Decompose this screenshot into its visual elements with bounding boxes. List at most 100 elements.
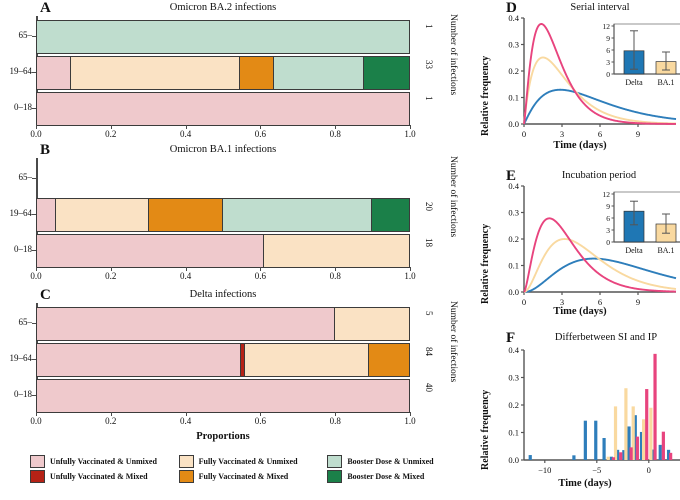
panel-d: D Serial interval Relative frequency 0.0… [480, 0, 680, 160]
panel-b-right-axis-label: Number of infections [448, 156, 458, 238]
y-tick-mark [32, 178, 36, 179]
legend-swatch-icon [178, 455, 194, 468]
infection-count: 84 [424, 347, 434, 356]
x-tick-label: 0.2 [105, 129, 117, 139]
legend-label: Unfully Vaccinated & Unmixed [50, 457, 157, 466]
x-tick-mark [410, 125, 411, 129]
bar-segment[interactable] [37, 380, 409, 412]
svg-text:0.3: 0.3 [508, 40, 519, 50]
svg-text:Delta: Delta [625, 78, 643, 87]
legend-item-fully-unmixed: Fully Vaccinated & Unmixed [178, 455, 322, 468]
x-tick-mark [260, 125, 262, 129]
y-tick-mark [32, 36, 36, 37]
infection-count: 20 [424, 202, 434, 211]
infection-count: 40 [424, 383, 434, 392]
x-tick-mark [335, 412, 337, 416]
svg-text:−10: −10 [538, 465, 551, 475]
legend: Unfully Vaccinated & Unmixed Unfully Vac… [30, 455, 470, 483]
bar-segment[interactable] [240, 344, 246, 376]
bar-segment[interactable] [363, 57, 409, 89]
bar-segment[interactable] [334, 308, 409, 340]
svg-text:BA.1: BA.1 [657, 78, 674, 87]
legend-column-3: Booster Dose & Unmixed Booster Dose & Mi… [327, 455, 470, 483]
bar-segment[interactable] [264, 235, 409, 267]
svg-text:0.0: 0.0 [508, 455, 519, 465]
bar-segment[interactable] [239, 57, 274, 89]
bar-segment[interactable] [369, 344, 409, 376]
x-tick-label: 0.8 [329, 416, 341, 426]
legend-item-booster-mixed: Booster Dose & Mixed [327, 470, 470, 483]
svg-text:6: 6 [598, 297, 602, 306]
x-tick-mark [36, 125, 37, 129]
svg-text:0.2: 0.2 [508, 234, 519, 244]
stacked-bar-row[interactable] [36, 234, 410, 268]
proportions-axis-title: Proportions [196, 431, 250, 442]
panel-f-letter: F [506, 330, 516, 346]
svg-text:9: 9 [636, 297, 640, 306]
svg-text:6: 6 [606, 46, 610, 55]
legend-item-unfully-mixed: Unfully Vaccinated & Mixed [30, 470, 173, 483]
svg-text:3: 3 [606, 226, 610, 235]
legend-swatch-icon [327, 455, 343, 468]
y-tick-label: 0–18 [14, 389, 32, 399]
panel-a-right-axis-label: Number of infections [448, 14, 458, 96]
svg-text:12: 12 [603, 22, 611, 31]
x-tick-mark [335, 125, 337, 129]
panel-a-letter: A [40, 0, 51, 16]
legend-swatch-icon [327, 470, 343, 483]
panel-b: B Omicron BA.1 infections 65– 19–64 20 0–18… [0, 140, 480, 281]
bar-segment[interactable] [222, 199, 372, 231]
stacked-bar-row[interactable] [36, 56, 410, 90]
svg-text:0.1: 0.1 [508, 93, 519, 103]
stacked-bar-row[interactable] [36, 307, 410, 341]
stacked-bar-row[interactable] [36, 379, 410, 413]
x-tick-label: 0.6 [254, 416, 267, 426]
legend-label: Booster Dose & Unmixed [347, 457, 434, 466]
inset-bar-chart: 0 3 6 9 12 Delta BA.1 [603, 190, 680, 255]
bar-segment[interactable] [371, 199, 409, 231]
stacked-bar-row[interactable] [36, 92, 410, 126]
infection-count: 5 [424, 311, 434, 316]
bar-segment[interactable] [37, 308, 335, 340]
infection-count: 33 [424, 60, 434, 69]
bar-segment[interactable] [37, 199, 56, 231]
stacked-bar-row[interactable] [36, 20, 410, 54]
x-tick-label: 0.6 [254, 129, 267, 139]
x-tick-mark [260, 267, 262, 271]
x-tick-mark [110, 412, 112, 416]
bar-segment[interactable] [55, 199, 149, 231]
infection-count: 18 [424, 238, 434, 247]
bar-segment[interactable] [37, 57, 71, 89]
bar-segment[interactable] [37, 344, 241, 376]
bar-segment[interactable] [37, 21, 409, 53]
y-tick-mark [32, 108, 36, 109]
x-tick-mark [260, 412, 262, 416]
bar-segment[interactable] [148, 199, 223, 231]
panel-b-title: Omicron BA.1 infections [169, 144, 277, 155]
panel-e-xlabel: Time (days) [553, 306, 607, 317]
stacked-bar-row[interactable] [36, 162, 410, 196]
x-tick-label: 0.2 [105, 271, 117, 281]
y-tick-label: 65– [18, 172, 33, 182]
bar-segment[interactable] [273, 57, 364, 89]
x-tick-label: 1.0 [404, 129, 416, 139]
bar-segment[interactable] [245, 344, 370, 376]
stacked-bar-row[interactable] [36, 343, 410, 377]
legend-swatch-icon [30, 470, 45, 483]
svg-text:0.3: 0.3 [508, 373, 519, 383]
svg-text:9: 9 [606, 202, 610, 211]
x-tick-label: 0.0 [30, 416, 42, 426]
x-tick-label: 0.8 [329, 271, 341, 281]
y-tick-mark [32, 323, 36, 324]
bar-segment[interactable] [70, 57, 240, 89]
x-tick-label: 0.2 [105, 416, 117, 426]
svg-text:−5: −5 [592, 465, 601, 475]
y-tick-label: 65– [18, 317, 33, 327]
x-tick-mark [36, 412, 37, 416]
bar-segment[interactable] [37, 235, 265, 267]
panel-d-letter: D [506, 0, 517, 16]
bar-segment[interactable] [37, 93, 409, 125]
y-tick-mark [32, 359, 36, 360]
svg-text:3: 3 [560, 297, 564, 306]
stacked-bar-row[interactable] [36, 198, 410, 232]
